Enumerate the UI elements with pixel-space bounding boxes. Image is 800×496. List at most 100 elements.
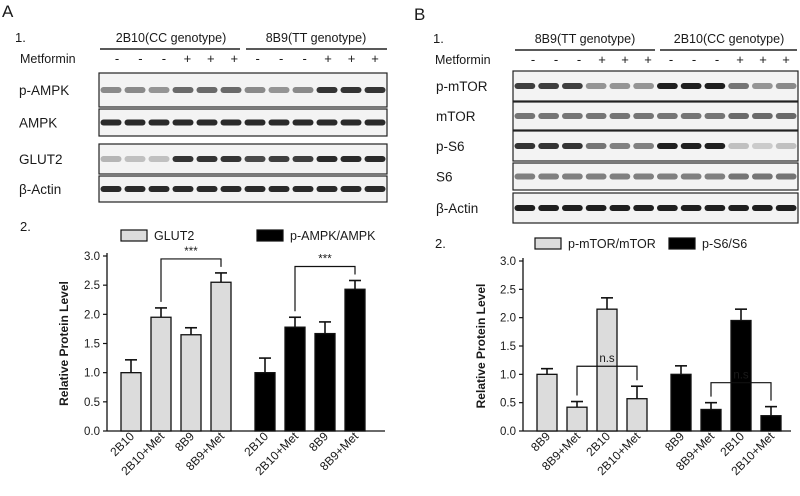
treatment-sign: + [207, 51, 215, 66]
treatment-sign: - [302, 51, 306, 66]
blot-band [775, 143, 797, 149]
blot-frame [98, 143, 388, 175]
blot-band [124, 156, 146, 162]
blot-frame [98, 72, 388, 108]
blot-band [728, 143, 749, 149]
blot-band [728, 113, 749, 119]
bar [760, 415, 782, 432]
bar [120, 372, 142, 432]
blot-band [514, 143, 536, 149]
genotype-label-right-a: 8B9(TT genotype) [266, 31, 367, 45]
bar-column: 8B9 [528, 367, 558, 454]
y-tick-label: 1.0 [500, 369, 516, 381]
y-tick-label: 1.0 [84, 368, 100, 380]
blot-band [562, 173, 583, 180]
blot-band [514, 83, 536, 89]
blot-label: p-S6 [436, 139, 465, 154]
blot-band [124, 186, 146, 192]
y-tick-label: 2.5 [84, 280, 100, 292]
blot-band [562, 83, 583, 89]
treatment-sign: - [577, 52, 581, 67]
bar-column: 2B10 [107, 359, 142, 459]
blot-band [244, 186, 266, 192]
blot-row: AMPK [19, 108, 388, 137]
blot-band [196, 156, 218, 162]
bar-column: 8B9 [172, 326, 202, 454]
blot-row: p-AMPK [19, 72, 388, 108]
blot-band [514, 113, 536, 119]
blot-label: p-mTOR [436, 79, 488, 94]
blot-band [172, 186, 194, 192]
bar [180, 334, 202, 432]
blot-band [657, 205, 678, 211]
blot-band [752, 173, 773, 180]
blot-number-b: 1. [433, 31, 444, 46]
treatment-signs-b: - - - + + + - - - + + + [531, 52, 790, 67]
treatment-sign: - [531, 52, 535, 67]
blot-band [268, 156, 290, 162]
bracket-line [710, 382, 772, 401]
blot-band [148, 119, 170, 126]
blot-band [609, 113, 631, 119]
y-tick-label: 0.0 [84, 426, 100, 438]
bar-column: 8B9 [306, 321, 336, 454]
blot-row: β-Actin [436, 192, 799, 224]
blot-band [340, 156, 362, 162]
blot-band [680, 143, 702, 149]
chart-number-b: 2. [435, 236, 446, 251]
blot-band [220, 87, 242, 93]
blot-band [364, 87, 386, 93]
blot-band [633, 113, 654, 119]
x-category-label: 8B9 [528, 429, 553, 454]
legend-entry: p-mTOR/mTOR [534, 237, 656, 251]
bracket-line [294, 265, 356, 312]
blot-band [292, 156, 314, 162]
y-tick-label: 2.0 [500, 313, 516, 325]
blot-label: p-AMPK [19, 83, 69, 98]
bar [730, 319, 752, 432]
blot-band [172, 156, 194, 162]
y-tick-label: 3.0 [500, 256, 516, 268]
panel-letter-a: A [2, 2, 14, 21]
blot-band [244, 156, 266, 162]
legend-label: p-S6/S6 [702, 237, 747, 251]
bar [596, 308, 618, 432]
blot-band [609, 205, 631, 211]
significance-bracket: n.s [576, 353, 638, 396]
legend-entry: p-AMPK/AMPK [256, 229, 376, 243]
treatment-sign: - [669, 52, 673, 67]
blot-band [316, 156, 338, 162]
blot-band [609, 143, 631, 149]
blot-band [728, 83, 749, 89]
blot-band [775, 113, 797, 119]
blot-frame [512, 101, 799, 131]
blot-band [316, 119, 338, 126]
blot-band [172, 119, 194, 126]
blot-band [316, 87, 338, 93]
blot-band [609, 173, 631, 180]
treatment-sign: + [621, 52, 629, 67]
blot-band [148, 186, 170, 192]
treatment-sign: - [162, 51, 166, 66]
blot-band [657, 113, 678, 119]
blot-band [585, 83, 607, 89]
blot-band [657, 143, 678, 149]
blot-band [680, 205, 702, 211]
bracket-line [576, 365, 638, 396]
x-category-label: 8B9 [306, 429, 331, 454]
treatment-sign: - [715, 52, 719, 67]
genotype-label-right-b: 2B10(CC genotype) [674, 32, 784, 46]
blot-band [775, 83, 797, 89]
blot-band [752, 143, 773, 149]
blot-frame [98, 108, 388, 137]
legend-label: p-mTOR/mTOR [568, 237, 656, 251]
bar [700, 408, 722, 432]
treatment-sign: + [736, 52, 744, 67]
blot-frame [512, 130, 799, 162]
blot-band [633, 205, 654, 211]
blot-band [775, 173, 797, 180]
blot-band [316, 186, 338, 192]
blot-row: mTOR [436, 101, 799, 131]
blot-band [538, 143, 559, 149]
bar [210, 281, 232, 432]
